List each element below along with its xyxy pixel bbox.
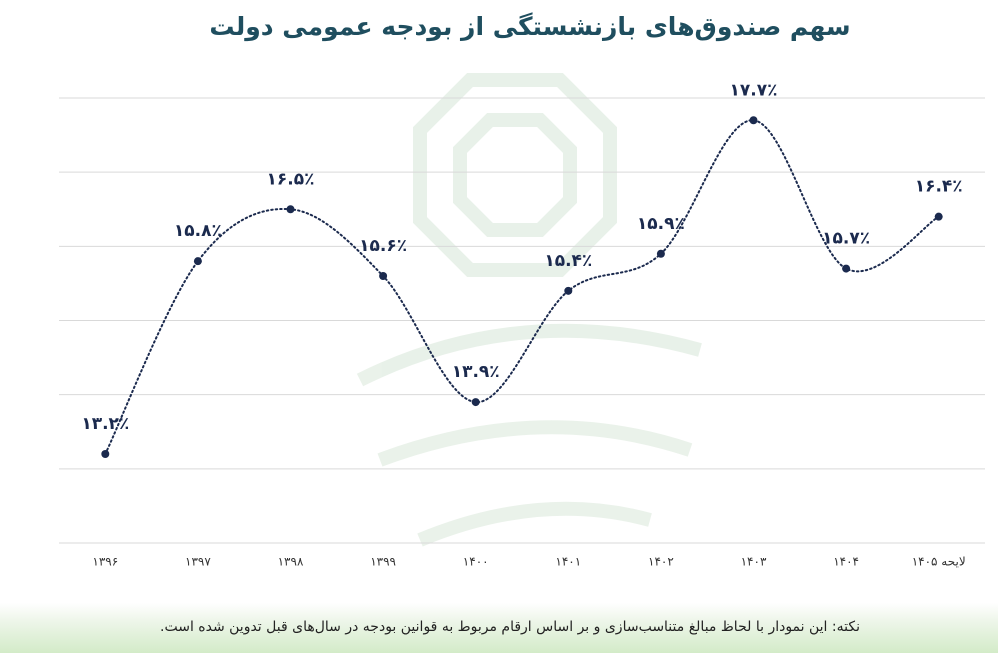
marker	[193, 257, 202, 266]
data-label: ۱۶.۴٪	[915, 177, 963, 197]
data-label: ۱۵.۶٪	[359, 236, 407, 256]
data-label: ۱۶.۵٪	[267, 169, 315, 189]
x-tick-label: ۱۴۰۲	[648, 555, 674, 569]
marker	[842, 264, 851, 273]
marker	[471, 398, 480, 407]
x-tick-label: ۱۴۰۰	[463, 555, 489, 569]
footnote: نکته: این نمودار با لحاظ مبالغ متناسب‌سا…	[160, 619, 860, 635]
marker	[749, 116, 758, 125]
data-label: ۱۳.۹٪	[452, 362, 500, 382]
marker	[934, 212, 943, 221]
chart-title: سهم صندوق‌های بازنشستگی از بودجه عمومی د…	[209, 12, 850, 42]
marker	[286, 205, 295, 214]
x-tick-label: ۱۴۰۱	[555, 555, 581, 569]
data-label: ۱۵.۴٪	[544, 251, 592, 271]
marker	[101, 450, 110, 458]
x-tick-label: ۱۳۹۶	[92, 555, 118, 569]
data-label: ۱۷.۷٪	[730, 80, 778, 100]
line	[104, 119, 940, 455]
marker	[564, 286, 573, 295]
data-label: ۱۵.۸٪	[174, 221, 222, 241]
data-label: ۱۳.۲٪	[81, 414, 129, 434]
x-tick-label: ۱۳۹۸	[278, 555, 304, 569]
x-tick-label: لایحه ۱۴۰۵	[912, 555, 966, 569]
marker	[379, 272, 388, 280]
x-tick-label: ۱۴۰۳	[741, 555, 767, 569]
data-label: ۱۵.۹٪	[637, 214, 685, 234]
x-tick-label: ۱۳۹۹	[370, 555, 396, 569]
footer-band	[0, 603, 998, 653]
marker	[656, 249, 665, 258]
x-tick-label: ۱۳۹۷	[185, 555, 211, 569]
x-tick-label: ۱۴۰۴	[833, 555, 859, 569]
watermark	[356, 73, 702, 547]
data-label: ۱۵.۷٪	[822, 229, 870, 249]
